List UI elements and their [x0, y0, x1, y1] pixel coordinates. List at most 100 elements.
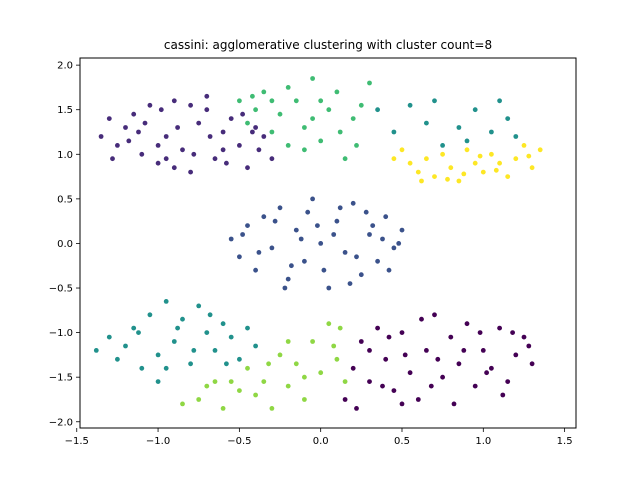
scatter-point: [171, 165, 177, 171]
scatter-point: [321, 267, 327, 273]
scatter-point: [472, 107, 478, 113]
scatter-point: [448, 165, 454, 171]
scatter-point: [175, 125, 181, 130]
scatter-point: [391, 388, 397, 393]
scatter-point: [155, 143, 161, 148]
y-tick-label: 0.0: [57, 239, 73, 250]
scatter-point: [424, 120, 429, 126]
scatter-point: [204, 93, 210, 99]
scatter-point: [191, 348, 197, 353]
scatter-point: [302, 147, 307, 153]
scatter-point: [419, 178, 424, 184]
scatter-point: [513, 156, 519, 162]
scatter-point: [326, 107, 332, 113]
scatter-point: [396, 241, 402, 246]
scatter-point: [375, 258, 380, 264]
scatter-point: [383, 356, 389, 362]
scatter-point: [331, 343, 337, 349]
scatter-point: [350, 116, 356, 121]
y-axis: −2.0 −1.5 −1.0 −0.5 0.0 0.5 1.0 1.5 2.0: [49, 61, 80, 428]
scatter-point: [367, 80, 372, 86]
scatter-point: [237, 388, 242, 393]
scatter-point: [269, 406, 275, 411]
scatter-point: [526, 153, 532, 159]
scatter-point: [256, 250, 262, 255]
scatter-point: [302, 258, 307, 264]
scatter-point: [175, 325, 181, 331]
scatter-point: [163, 156, 169, 162]
scatter-point: [358, 272, 364, 278]
scatter-point: [147, 312, 153, 318]
scatter-point: [480, 169, 486, 175]
scatter-point: [399, 147, 405, 153]
scatter-point: [289, 263, 294, 269]
plot-area-frame: [79, 57, 577, 429]
scatter-point: [188, 102, 194, 108]
scatter-point: [123, 343, 128, 349]
scatter-point: [293, 227, 299, 233]
scatter-point: [277, 352, 283, 358]
scatter-point: [521, 334, 527, 340]
scatter-point: [266, 361, 271, 367]
scatter-point: [407, 370, 413, 376]
scatter-point: [126, 138, 132, 144]
scatter-point: [220, 406, 226, 411]
scatter-point: [493, 167, 499, 173]
scatter-point: [391, 156, 397, 162]
scatter-point: [131, 325, 137, 331]
scatter-point: [424, 348, 429, 353]
scatter-point: [240, 232, 246, 237]
scatter-point: [155, 160, 161, 166]
x-tick-label: −1.5: [65, 436, 89, 447]
scatter-point: [342, 379, 348, 384]
scatter-point: [383, 214, 389, 220]
scatter-point: [472, 160, 478, 166]
scatter-point: [204, 107, 210, 113]
scatter-point: [269, 129, 275, 135]
scatter-point: [285, 339, 291, 344]
scatter-point: [269, 98, 275, 104]
scatter-point: [505, 379, 511, 384]
scatter-point: [272, 218, 278, 224]
scatter-point: [432, 98, 437, 104]
scatter-point: [407, 160, 413, 166]
scatter-point: [342, 250, 348, 255]
scatter-point: [448, 334, 454, 340]
scatter-point: [310, 76, 315, 81]
scatter-point: [228, 379, 234, 384]
scatter-point: [158, 107, 164, 113]
x-tick-label: −1.0: [146, 436, 170, 447]
y-tick-label: −1.5: [49, 373, 73, 384]
scatter-point: [472, 383, 478, 389]
scatter-point: [500, 392, 506, 398]
scatter-point: [204, 330, 210, 335]
scatter-point: [237, 98, 242, 104]
scatter-point: [402, 352, 408, 358]
scatter-point: [253, 392, 258, 398]
scatter-point: [399, 330, 405, 335]
scatter-point: [526, 343, 532, 349]
scatter-point: [477, 153, 483, 159]
scatter-point: [237, 143, 242, 148]
scatter-point: [204, 383, 210, 389]
x-tick-label: 1.0: [475, 436, 491, 447]
scatter-point: [237, 254, 242, 260]
scatter-point: [456, 178, 462, 184]
chart-title: cassini: agglomerative clustering with c…: [164, 38, 492, 52]
scatter-point: [282, 285, 288, 291]
scatter-point: [337, 129, 343, 135]
scatter-point: [334, 89, 340, 95]
scatter-point: [342, 397, 348, 402]
scatter-point: [326, 321, 332, 327]
scatter-point: [269, 245, 275, 251]
scatter-point: [337, 325, 343, 331]
scatter-point: [298, 236, 304, 242]
scatter-point: [419, 316, 424, 322]
scatter-point: [497, 98, 502, 104]
y-tick-label: −0.5: [49, 284, 73, 295]
scatter-point: [529, 361, 535, 367]
scatter-point: [350, 200, 356, 206]
scatter-point: [245, 325, 250, 331]
scatter-point: [207, 134, 213, 139]
scatter-point: [155, 352, 161, 358]
